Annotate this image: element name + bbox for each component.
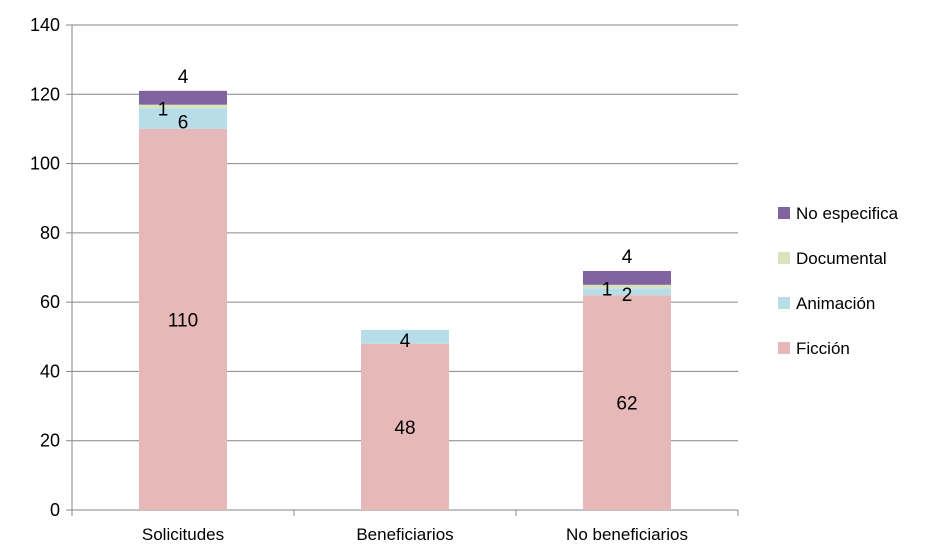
data-label: 1 [158, 99, 169, 120]
data-label: 4 [400, 331, 411, 352]
data-label: 6 [178, 113, 189, 134]
y-tick-label: 20 [40, 431, 60, 451]
legend-swatch [778, 252, 790, 264]
y-tick-label: 140 [30, 15, 60, 35]
legend-label: Documental [796, 249, 887, 268]
bar-segment [583, 288, 671, 296]
x-category-label: Beneficiarios [356, 525, 453, 544]
legend-swatch [778, 342, 790, 354]
data-label: 1 [602, 280, 613, 301]
y-tick-label: 80 [40, 223, 60, 243]
data-label: 48 [394, 418, 415, 439]
data-label: 110 [168, 310, 198, 331]
data-label: 2 [622, 285, 633, 306]
bar-segment [139, 90, 227, 105]
y-tick-label: 100 [30, 154, 60, 174]
legend-label: No especifica [796, 204, 899, 223]
y-tick-label: 120 [30, 84, 60, 104]
y-tick-label: 40 [40, 361, 60, 381]
bar-segment [139, 128, 227, 510]
data-label: 62 [616, 394, 637, 415]
bar-segment [583, 295, 671, 510]
bar-segment [583, 284, 671, 289]
legend: No especifica Documental Animación Ficción [778, 204, 899, 358]
bar-segment [139, 108, 227, 129]
legend-label: Animación [796, 294, 875, 313]
y-tick-label: 60 [40, 292, 60, 312]
bar-segment [583, 270, 671, 285]
legend-swatch [778, 297, 790, 309]
x-category-label: Solicitudes [142, 525, 224, 544]
x-category-label: No beneficiarios [566, 525, 688, 544]
legend-swatch [778, 207, 790, 219]
bar-segment [139, 104, 227, 109]
y-tick-label: 0 [50, 500, 60, 520]
legend-label: Ficción [796, 339, 850, 358]
bars [139, 90, 671, 510]
data-label: 4 [178, 67, 189, 88]
bar-segment [361, 329, 449, 344]
bar-segment [361, 343, 449, 510]
data-label: 4 [622, 247, 633, 268]
